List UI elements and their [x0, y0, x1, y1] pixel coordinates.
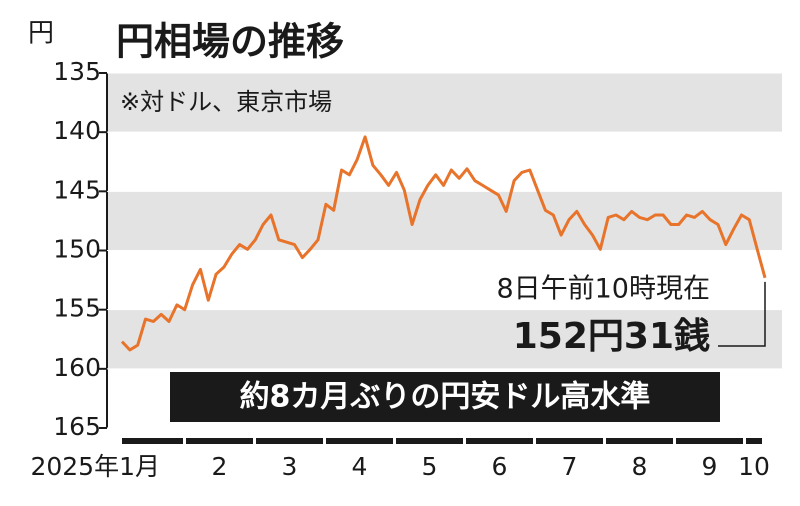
x-tick-label: 9 — [702, 452, 718, 481]
month-bar — [186, 438, 253, 444]
month-bar — [256, 438, 323, 444]
last-value-label: 152円31銭 — [513, 316, 710, 357]
timestamp: 8日午前10時現在 — [496, 274, 710, 305]
month-bar — [326, 438, 393, 444]
x-tick-label: 3 — [282, 452, 298, 481]
y-tick-label: 145 — [53, 175, 101, 204]
x-tick-label: 4 — [352, 452, 368, 481]
y-tick-label: 155 — [53, 294, 101, 323]
y-tick-label: 140 — [53, 116, 101, 145]
y-tick-label: 165 — [53, 412, 101, 441]
grid-band — [107, 73, 782, 133]
month-bar — [466, 438, 533, 444]
x-tick-label: 7 — [562, 452, 578, 481]
y-unit: 円 — [28, 19, 54, 49]
month-bar — [122, 438, 183, 444]
callout-line — [718, 281, 766, 347]
y-tick-label: 135 — [53, 57, 101, 86]
y-tick-label: 160 — [53, 353, 101, 382]
x-tick-label: 5 — [422, 452, 438, 481]
month-bar — [606, 438, 673, 444]
note: ※対ドル、東京市場 — [120, 88, 332, 116]
x-tick-label: 8 — [632, 452, 648, 481]
x-tick-label: 10 — [738, 452, 770, 481]
price-line — [120, 135, 767, 352]
headline: 約8カ月ぶりの円安ドル高水準 — [240, 380, 651, 415]
headline-box — [170, 372, 720, 422]
chart-title: 円相場の推移 — [116, 20, 344, 64]
y-tick-label: 150 — [53, 235, 101, 264]
x-tick-label: 2 — [212, 452, 228, 481]
x-tick-label: 6 — [492, 452, 508, 481]
month-bar — [396, 438, 463, 444]
month-bar — [536, 438, 603, 444]
month-bar — [676, 438, 743, 444]
month-bar — [746, 438, 762, 444]
x-tick-label: 2025年1月 — [30, 452, 160, 481]
grid-band — [107, 309, 782, 369]
